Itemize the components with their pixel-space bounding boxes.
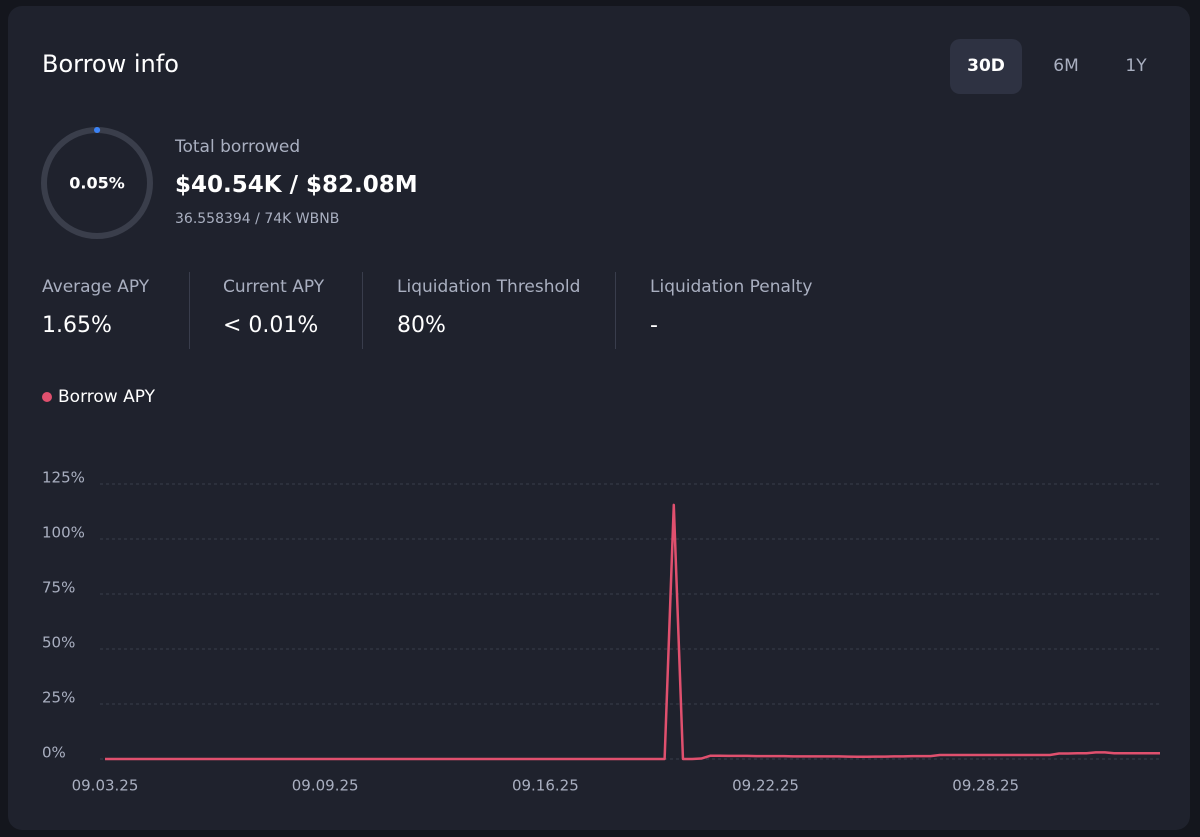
legend-label: Borrow APY	[58, 387, 156, 407]
legend-marker	[42, 392, 52, 402]
stat-label: Liquidation Penalty	[650, 277, 813, 297]
stat-value: -	[650, 313, 658, 338]
line-series	[105, 503, 1160, 761]
usage-ring: 0.05%	[41, 126, 153, 239]
card	[8, 6, 1190, 830]
stat-label: Liquidation Threshold	[397, 277, 581, 297]
card-title: Borrow info	[42, 50, 179, 78]
total-label: Total borrowed	[175, 137, 301, 157]
y-tick-label: 25%	[42, 689, 75, 707]
divider	[189, 272, 190, 349]
y-tick-label: 125%	[42, 469, 85, 487]
x-tick-label: 09.22.25	[732, 777, 799, 795]
tab[interactable]: 1Y	[1125, 56, 1147, 76]
stat-label: Current APY	[223, 277, 325, 297]
stat-value: < 0.01%	[223, 313, 319, 338]
x-tick-label: 09.28.25	[952, 777, 1019, 795]
stat-value: 80%	[397, 313, 446, 338]
x-tick-label: 09.16.25	[512, 777, 579, 795]
total-amount: $40.54K / $82.08M	[175, 172, 418, 198]
y-tick-label: 100%	[42, 524, 85, 542]
tab[interactable]: 30D	[950, 39, 1022, 94]
x-tick-label: 09.09.25	[292, 777, 359, 795]
y-tick-label: 75%	[42, 579, 75, 597]
divider	[362, 272, 363, 349]
ring-label: 0.05%	[69, 174, 125, 193]
y-tick-label: 50%	[42, 634, 75, 652]
stat-label: Average APY	[42, 277, 150, 297]
stat-value: 1.65%	[42, 313, 112, 338]
tab[interactable]: 6M	[1053, 56, 1079, 76]
total-tokens: 36.558394 / 74K WBNB	[175, 211, 340, 227]
divider	[615, 272, 616, 349]
x-tick-label: 09.03.25	[72, 777, 139, 795]
y-tick-label: 0%	[42, 744, 66, 762]
